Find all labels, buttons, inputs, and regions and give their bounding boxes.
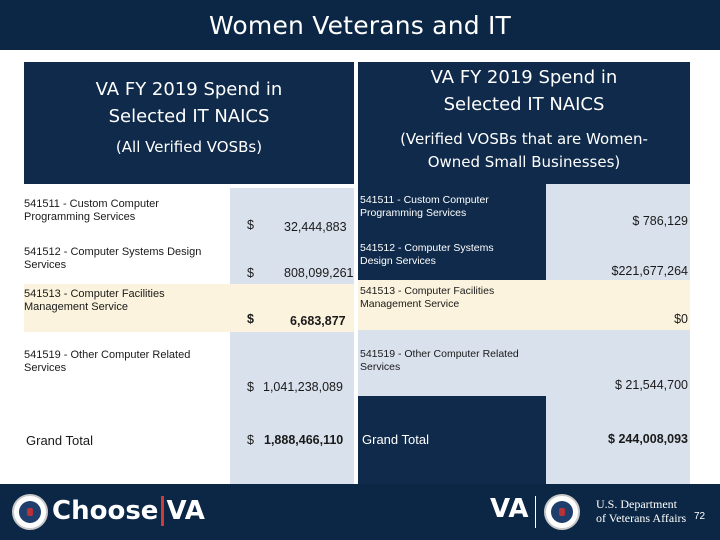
left-row-3-label-cell: 541513 - Computer Facilities Management … bbox=[24, 284, 230, 332]
left-row-4-amount: 1,041,238,089 bbox=[263, 380, 343, 394]
left-row-2-amount: 808,099,261 bbox=[284, 266, 354, 280]
left-row-1-label-cell: 541511 - Custom Computer Programming Ser… bbox=[24, 188, 230, 236]
left-row-3-currency: $ bbox=[247, 312, 254, 326]
left-row-1-label-line2: Programming Services bbox=[24, 211, 136, 223]
department-seal-icon bbox=[544, 494, 580, 530]
choose-text: Choose bbox=[52, 496, 159, 526]
left-row-2-label-line1: 541512 - Computer Systems Design bbox=[24, 246, 202, 258]
left-row-3-amount: 6,683,877 bbox=[290, 314, 346, 328]
left-panel-subtitle: (All Verified VOSBs) bbox=[115, 138, 263, 156]
left-row-2-currency: $ bbox=[247, 266, 254, 280]
left-row-1-label-line1: 541511 - Custom Computer bbox=[24, 198, 159, 210]
right-row-4-label-cell: 541519 - Other Computer Related Services bbox=[358, 330, 546, 396]
right-row-2-amount: $221,677,264 bbox=[611, 264, 688, 278]
right-row-1-amount: $ 786,129 bbox=[632, 214, 688, 228]
left-row-3-label-line2: Management Service bbox=[24, 301, 128, 313]
right-row-1-label-cell: 541511 - Custom Computer Programming Ser… bbox=[358, 184, 546, 232]
left-panel-header: VA FY 2019 Spend in Selected IT NAICS (A… bbox=[24, 62, 354, 184]
va-seal-icon bbox=[12, 494, 48, 530]
left-row-4-label-cell: 541519 - Other Computer Related Services bbox=[24, 332, 230, 396]
left-row-1-amount: 32,444,883 bbox=[284, 220, 347, 234]
right-row-4-amount: $ 21,544,700 bbox=[615, 378, 688, 392]
right-panel-title-line1: VA FY 2019 Spend in bbox=[430, 67, 618, 88]
slide-header: Women Veterans and IT bbox=[0, 0, 720, 50]
department-name: U.S. Department of Veterans Affairs bbox=[596, 497, 686, 525]
left-grand-total-label-cell: Grand Total bbox=[24, 396, 230, 484]
va-wordmark: VA bbox=[490, 494, 529, 524]
left-grand-total-amount-cell: $ 1,888,466,110 bbox=[230, 396, 354, 484]
left-row-1-amount-cell: $ 32,444,883 bbox=[230, 188, 354, 236]
left-row-3-amount-cell: $ 6,683,877 bbox=[230, 284, 354, 332]
right-grand-total-label-cell: Grand Total bbox=[358, 396, 546, 484]
left-grand-total-amount: 1,888,466,110 bbox=[264, 433, 344, 447]
slide-footer: Choose VA VA U.S. Department of Veterans… bbox=[0, 484, 720, 540]
right-panel-subtitle-line2: Owned Small Businesses) bbox=[427, 153, 621, 171]
left-row-4-label-line1: 541519 - Other Computer Related bbox=[24, 349, 191, 361]
choose-va-text: VA bbox=[161, 496, 205, 526]
right-row-4-label-line2: Services bbox=[360, 361, 401, 373]
right-panel-header: VA FY 2019 Spend in Selected IT NAICS (V… bbox=[358, 62, 690, 184]
page-number: 72 bbox=[694, 511, 706, 522]
left-row-4-amount-cell: $ 1,041,238,089 bbox=[230, 332, 354, 396]
left-row-4-currency: $ bbox=[247, 380, 254, 394]
right-panel-title-line2: Selected IT NAICS bbox=[443, 94, 605, 115]
left-row-2-label-line2: Services bbox=[24, 259, 67, 271]
left-row-2-label-cell: 541512 - Computer Systems Design Service… bbox=[24, 236, 230, 284]
left-grand-total-currency: $ bbox=[247, 433, 254, 447]
slide-title: Women Veterans and IT bbox=[208, 10, 512, 40]
right-row-2-label-cell: 541512 - Computer Systems Design Service… bbox=[358, 232, 546, 280]
right-row-2-label-line1: 541512 - Computer Systems bbox=[360, 242, 494, 254]
right-row-3-amount: $0 bbox=[674, 312, 688, 326]
footer-divider bbox=[535, 496, 536, 528]
right-row-1-amount-cell: $ 786,129 bbox=[546, 184, 690, 232]
left-row-2-amount-cell: $ 808,099,261 bbox=[230, 236, 354, 284]
department-name-line2: of Veterans Affairs bbox=[596, 511, 687, 525]
right-row-4-label-line1: 541519 - Other Computer Related bbox=[360, 348, 519, 360]
right-row-3-label-line1: 541513 - Computer Facilities bbox=[360, 285, 495, 297]
choose-va-logo: Choose VA bbox=[52, 496, 205, 528]
left-panel-title-line1: VA FY 2019 Spend in bbox=[95, 79, 283, 100]
right-grand-total-amount: $ 244,008,093 bbox=[608, 432, 688, 446]
left-row-1-currency: $ bbox=[247, 218, 254, 232]
left-grand-total-label: Grand Total bbox=[26, 433, 93, 448]
left-row-3-label-line1: 541513 - Computer Facilities bbox=[24, 288, 165, 300]
right-grand-total-amount-cell: $ 244,008,093 bbox=[546, 396, 690, 484]
right-row-3-label-line2: Management Service bbox=[360, 298, 460, 310]
right-grand-total-label: Grand Total bbox=[362, 432, 429, 447]
right-row-2-label-line2: Design Services bbox=[360, 255, 436, 267]
right-row-2-amount-cell: $221,677,264 bbox=[546, 232, 690, 280]
right-row-4-amount-cell: $ 21,544,700 bbox=[546, 330, 690, 396]
department-name-line1: U.S. Department bbox=[596, 497, 677, 511]
right-panel-subtitle-line1: (Verified VOSBs that are Women- bbox=[400, 130, 648, 148]
right-row-3-label-cell: 541513 - Computer Facilities Management … bbox=[358, 280, 546, 330]
right-row-1-label-line2: Programming Services bbox=[360, 207, 467, 219]
left-row-4-label-line2: Services bbox=[24, 362, 67, 374]
left-panel-title-line2: Selected IT NAICS bbox=[108, 106, 270, 127]
right-row-1-label-line1: 541511 - Custom Computer bbox=[360, 194, 489, 206]
right-row-3-amount-cell: $0 bbox=[546, 280, 690, 330]
